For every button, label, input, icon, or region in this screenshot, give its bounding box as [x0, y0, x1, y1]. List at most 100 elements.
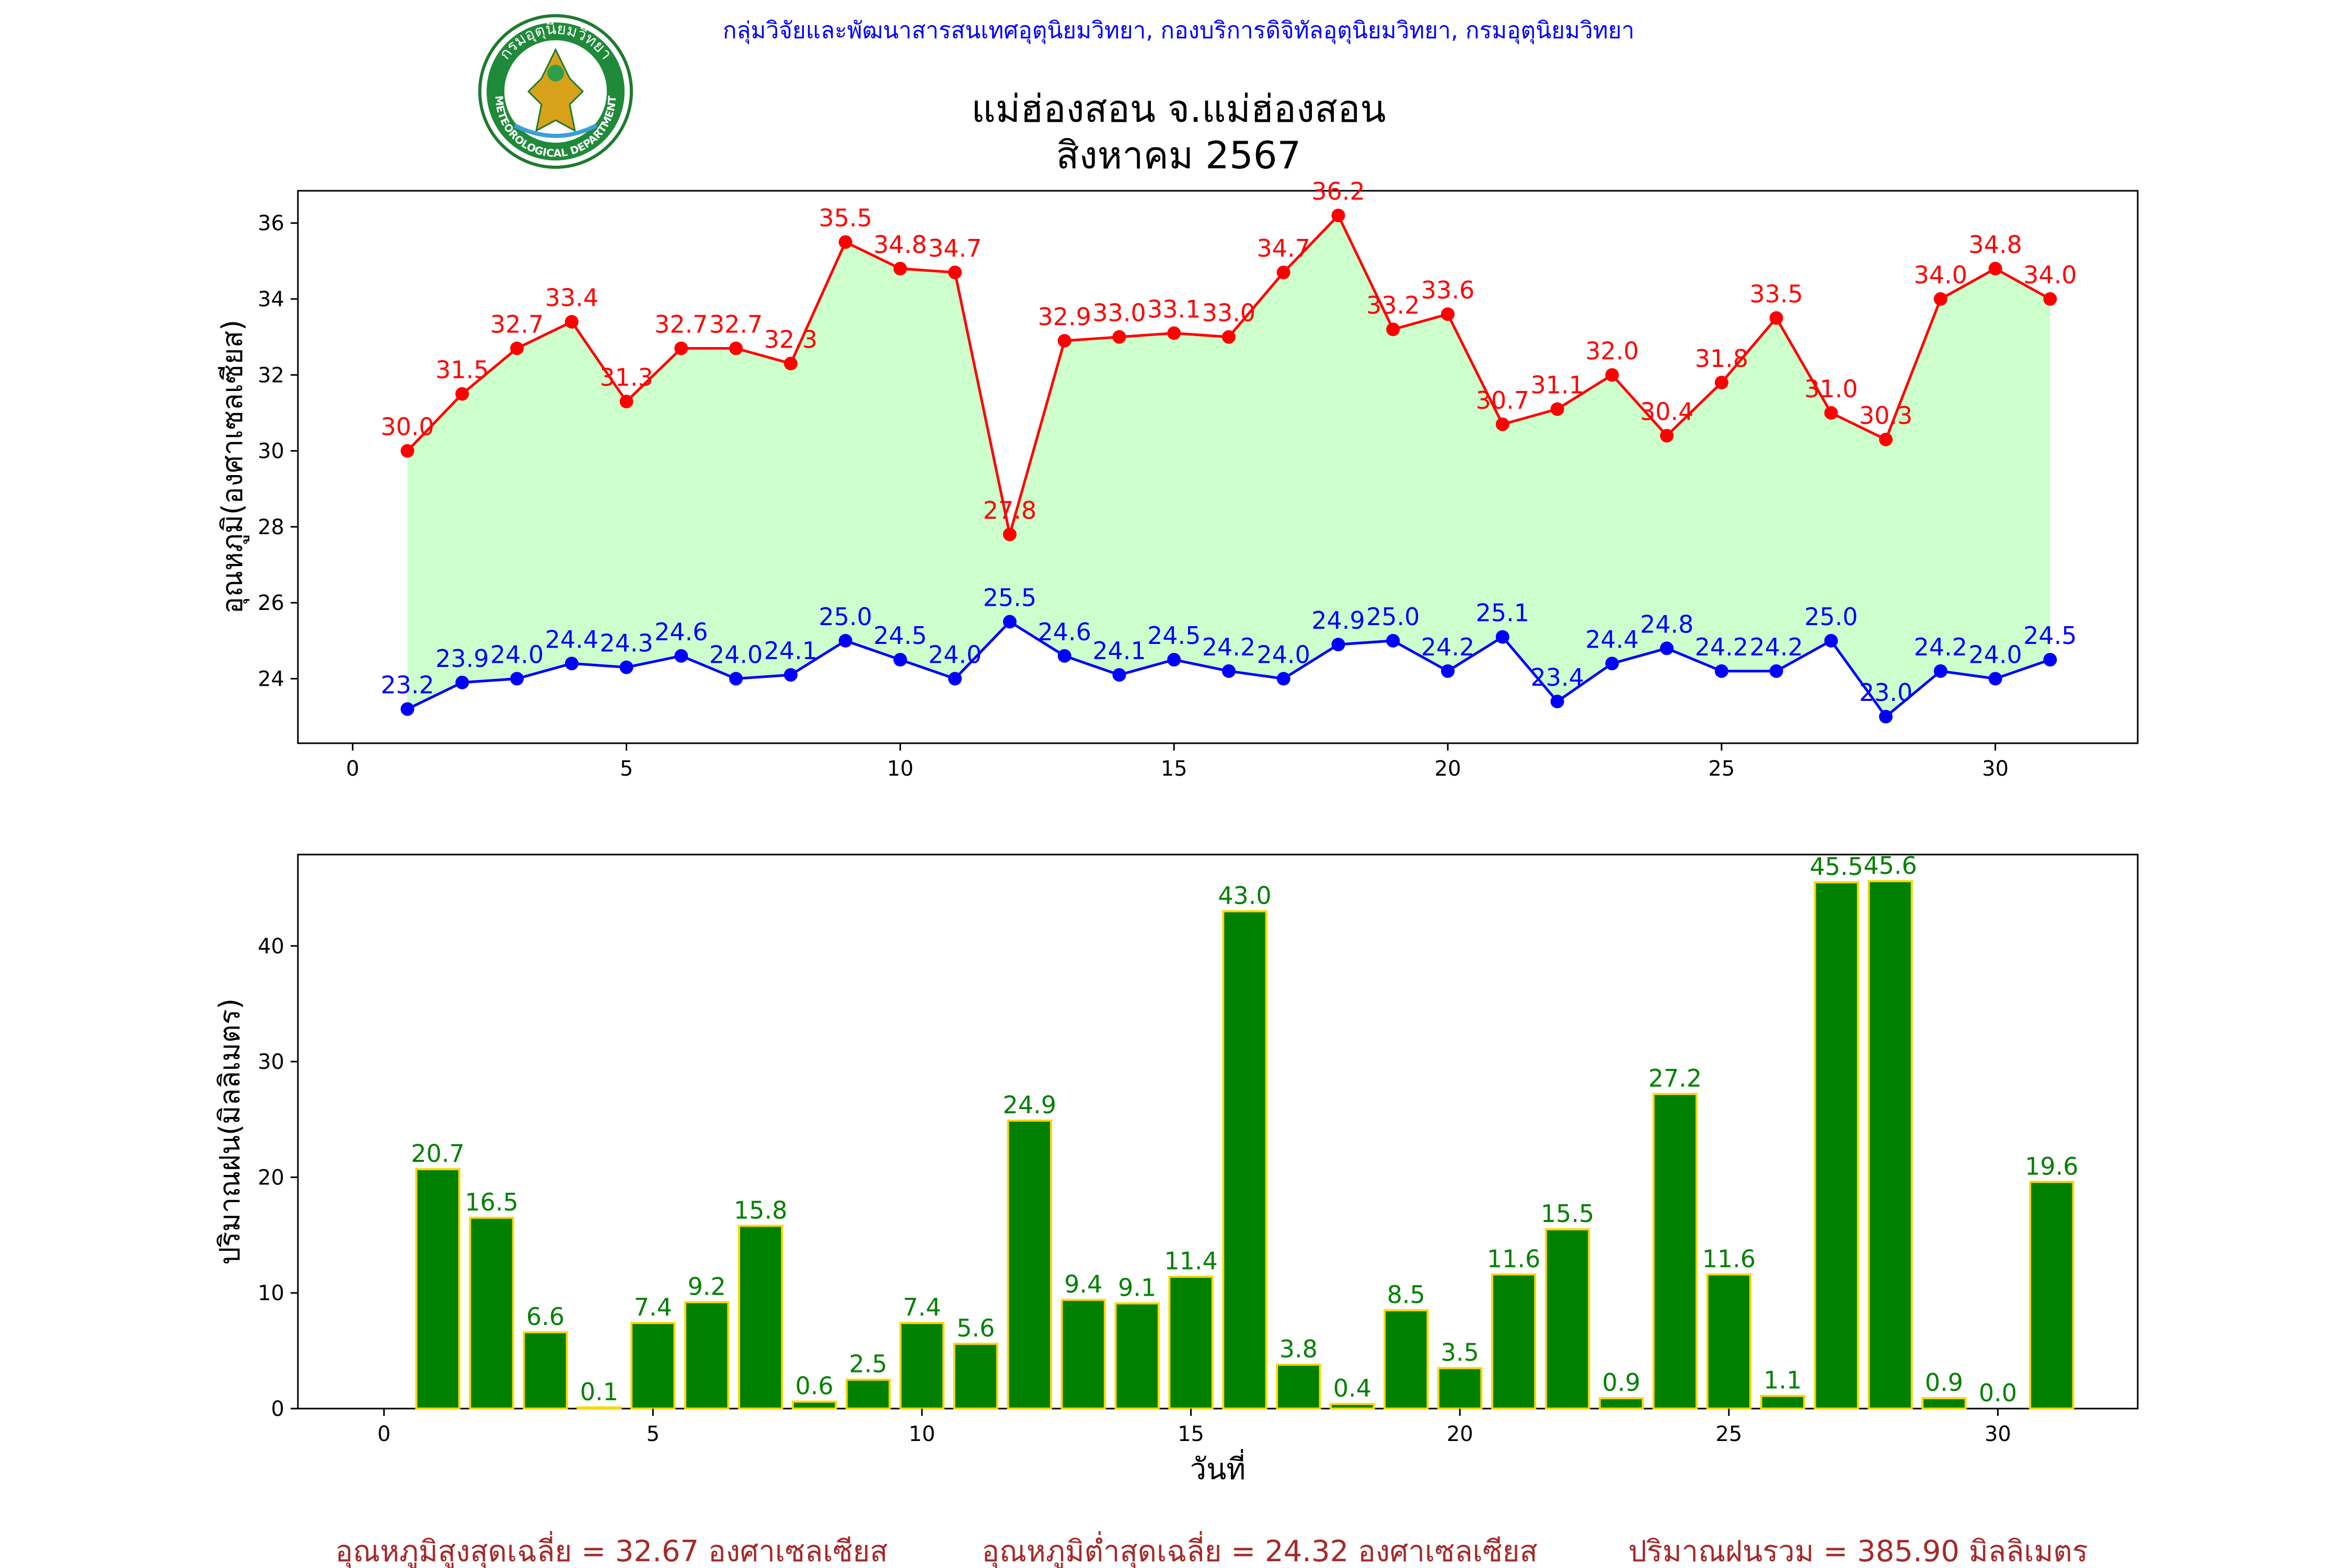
temperature-y-tick-label: 28	[258, 515, 284, 539]
rainfall-bar	[1598, 1397, 1644, 1410]
temperature-max-label: 31.3	[599, 363, 653, 391]
temperature-max-point	[1221, 330, 1236, 344]
temperature-min-label: 24.0	[1968, 641, 2022, 669]
meteorological-department-logo: กรมอุตุนิยมวิทยา METEOROLOGICAL DEPARTME…	[478, 14, 633, 169]
rainfall-bar-label: 45.6	[1863, 851, 1917, 880]
temperature-max-label: 30.4	[1640, 398, 1693, 426]
temperature-min-point	[564, 656, 579, 671]
rainfall-bar	[737, 1225, 783, 1410]
rainfall-bar	[684, 1301, 730, 1410]
rainfall-bar-label: 5.6	[956, 1314, 995, 1342]
org-line: กลุ่มวิจัยและพัฒนาสารสนเทศอุตุนิยมวิทยา,…	[723, 17, 1634, 44]
temperature-min-label: 24.1	[1092, 637, 1146, 665]
rainfall-bar	[1330, 1403, 1375, 1410]
temperature-max-label: 27.8	[983, 496, 1036, 524]
temperature-max-label: 34.8	[873, 230, 927, 259]
temperature-min-point	[1112, 668, 1126, 682]
rainfall-bar	[2029, 1181, 2074, 1410]
temperature-min-label: 23.4	[1530, 663, 1584, 691]
rainfall-bar-label: 6.6	[526, 1302, 564, 1331]
temperature-max-point	[510, 341, 524, 355]
temperature-max-point	[1331, 209, 1345, 223]
rainfall-bar-label: 0.6	[795, 1372, 833, 1400]
rainfall-bar	[469, 1216, 514, 1410]
temperature-min-point	[1331, 638, 1345, 652]
temperature-x-tick-label: 10	[887, 757, 914, 781]
temperature-min-point	[1824, 633, 1838, 648]
temperature-min-point	[619, 660, 633, 674]
rainfall-bar	[1652, 1093, 1698, 1410]
rainfall-bar-label: 0.0	[1979, 1379, 2017, 1407]
temperature-y-tick-label: 24	[258, 667, 284, 691]
temperature-y-tick-label: 30	[258, 440, 284, 464]
temperature-min-point	[1550, 695, 1564, 709]
temperature-min-label: 24.5	[1147, 621, 1201, 650]
temperature-max-label: 33.0	[1092, 299, 1146, 327]
temperature-min-point	[783, 668, 798, 682]
temperature-min-label: 24.6	[654, 618, 708, 646]
temperature-min-point	[1933, 664, 1947, 678]
temperature-max-label: 34.0	[1914, 261, 1967, 289]
temperature-min-label: 24.2	[1202, 633, 1255, 661]
temperature-min-point	[1879, 710, 1893, 724]
average-max-temperature: อุณหภูมิสูงสุดเฉลี่ย = 32.67 องศาเซลเซีย…	[335, 1531, 887, 1568]
rainfall-bar	[630, 1322, 676, 1410]
temperature-min-label: 24.4	[545, 625, 598, 653]
rainfall-bar	[1814, 881, 1859, 1410]
temperature-max-point	[1824, 406, 1838, 420]
temperature-chart: 30.031.532.733.431.332.7 32.732.335.534.8…	[216, 177, 2139, 781]
temperature-max-label: 30.0	[381, 413, 434, 441]
temperature-max-point	[1057, 333, 1071, 348]
rainfall-bar-label: 0.1	[580, 1378, 618, 1406]
rainfall-bar-label: 0.4	[1333, 1374, 1371, 1402]
chart-title-line2: สิงหาคม 2567	[1056, 133, 1301, 177]
temperature-min-label: 25.5	[983, 584, 1036, 612]
temperature-min-point	[948, 672, 962, 686]
temperature-max-label: 32.9	[1037, 303, 1091, 331]
temperature-min-point	[1660, 641, 1674, 655]
temperature-x-tick-label: 0	[346, 757, 359, 781]
rainfall-bar-label: 15.5	[1541, 1200, 1594, 1228]
temperature-max-label: 31.0	[1804, 375, 1858, 403]
temperature-min-point	[1605, 656, 1619, 671]
temperature-max-point	[1550, 402, 1564, 416]
rainfall-bar-label: 0.9	[1925, 1368, 1963, 1397]
rainfall-bar-label: 7.4	[903, 1293, 941, 1321]
temperature-min-label: 24.0	[709, 641, 763, 669]
temperature-y-tick-label: 32	[258, 363, 284, 387]
rainfall-bar	[1867, 880, 1913, 1410]
temperature-min-point	[2043, 653, 2057, 667]
rainfall-bar	[1383, 1309, 1429, 1410]
rainfall-bar	[1007, 1119, 1052, 1410]
rainfall-chart: 20.716.5 6.6 0.1 7.4 9.2 15.8 0.6 2.5 7.4 5.6 24.9…	[213, 851, 2139, 1486]
temperature-min-label: 24.3	[599, 629, 653, 658]
rainfall-bar-labels: 20.716.5 6.6 0.1 7.4 9.2 15.8 0.6 2.5 7.4 5.6 24.9…	[411, 851, 2078, 1407]
temperature-x-tick-label: 20	[1435, 757, 1461, 781]
rainfall-bar-label: 3.5	[1441, 1339, 1479, 1367]
rainfall-plot-frame	[297, 854, 2139, 1410]
temperature-min-point	[1769, 664, 1783, 678]
temperature-min-label: 24.2	[1695, 633, 1748, 661]
temperature-max-label: 30.3	[1859, 401, 1912, 430]
temperature-max-point	[1112, 330, 1126, 344]
temperature-max-point	[893, 261, 907, 275]
temperature-max-point	[783, 356, 798, 371]
rainfall-bar-label: 11.6	[1702, 1244, 1756, 1273]
rainfall-bar-label: 9.2	[688, 1272, 726, 1300]
rainfall-bar	[1921, 1397, 1967, 1410]
temperature-range-fill	[407, 215, 2050, 717]
rainfall-bar-label: 1.1	[1763, 1366, 1802, 1394]
temperature-min-point	[1167, 653, 1181, 667]
temperature-max-label: 34.8	[1968, 230, 2022, 259]
temperature-min-point	[1441, 664, 1455, 678]
temperature-max-point	[1167, 326, 1181, 340]
rainfall-bar-label: 0.9	[1602, 1368, 1640, 1397]
rainfall-x-tick-label: 25	[1715, 1422, 1742, 1446]
rainfall-y-tick-label: 20	[258, 1166, 284, 1190]
temperature-min-label: 25.0	[1366, 603, 1420, 631]
rainfall-x-axis-label: วันที่	[1190, 1449, 1246, 1486]
rainfall-y-tick-label: 0	[271, 1397, 284, 1421]
temperature-min-point	[1221, 664, 1236, 678]
rainfall-bar-label: 8.5	[1387, 1281, 1425, 1309]
temperature-fill-area	[407, 215, 2050, 717]
